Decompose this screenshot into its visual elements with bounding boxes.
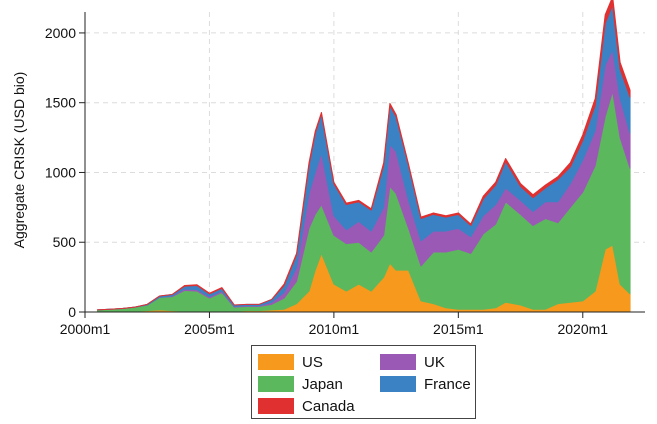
y-tick-label: 500 — [53, 234, 77, 250]
legend-swatch-us — [258, 354, 294, 370]
y-tick-label: 1000 — [45, 164, 76, 180]
area-canada — [96, 0, 631, 311]
x-tick-label: 2010m1 — [309, 321, 360, 337]
y-tick-label: 1500 — [45, 95, 76, 111]
legend-item-uk: UK — [380, 353, 445, 371]
legend-label-us: US — [302, 353, 323, 371]
legend-item-canada: Canada — [258, 397, 355, 415]
y-axis-label: Aggregate CRISK (USD bio) — [11, 72, 27, 249]
legend-swatch-france — [380, 376, 416, 392]
legend-label-canada: Canada — [302, 397, 355, 415]
legend-label-japan: Japan — [302, 375, 343, 393]
stacked-areas — [96, 0, 631, 313]
x-tick-label: 2020m1 — [557, 321, 608, 337]
legend-item-japan: Japan — [258, 375, 343, 393]
legend-item-france: France — [380, 375, 471, 393]
y-tick-label: 2000 — [45, 25, 76, 41]
legend: US UK Japan France Canada — [251, 345, 476, 419]
axes: 0 500 1000 1500 2000 2000m1 2005m1 2010m1 2015m1… — [45, 12, 645, 337]
legend-item-us: US — [258, 353, 323, 371]
y-tick-label: 0 — [68, 304, 76, 320]
x-tick-label: 2005m1 — [184, 321, 235, 337]
legend-swatch-uk — [380, 354, 416, 370]
legend-swatch-canada — [258, 398, 294, 414]
legend-label-france: France — [424, 375, 471, 393]
legend-swatch-japan — [258, 376, 294, 392]
x-tick-label: 2015m1 — [433, 321, 484, 337]
legend-label-uk: UK — [424, 353, 445, 371]
x-tick-label: 2000m1 — [60, 321, 111, 337]
